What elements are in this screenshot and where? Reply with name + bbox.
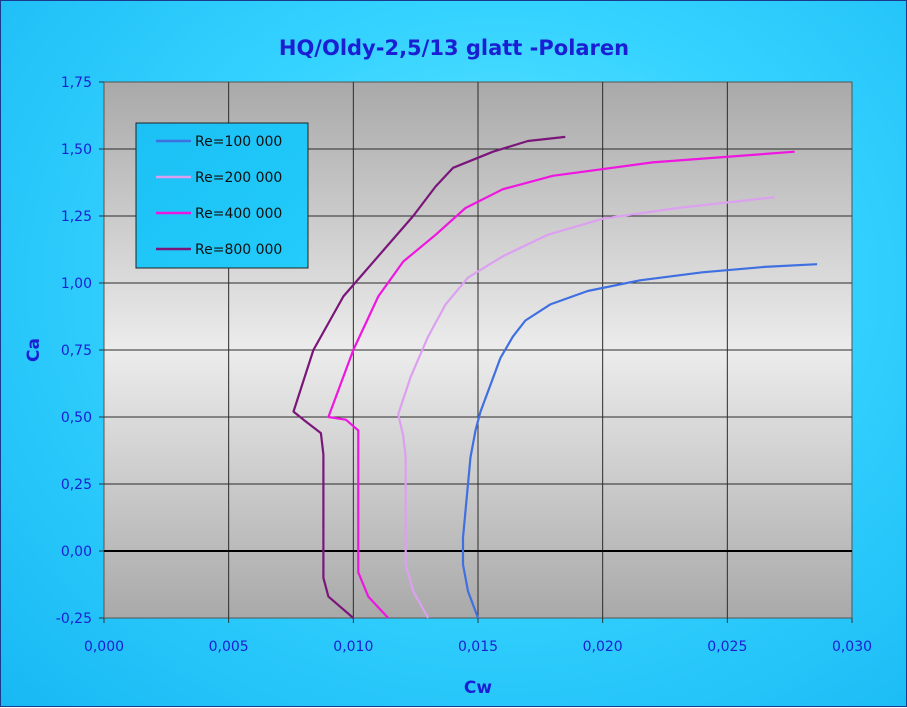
x-tick-label: 0,015 (458, 639, 498, 655)
y-tick-label: 0,25 (61, 477, 92, 493)
chart-title: HQ/Oldy-2,5/13 glatt -Polaren (279, 36, 629, 60)
x-tick-label: 0,010 (333, 639, 373, 655)
y-tick-label: 0,75 (61, 343, 92, 359)
legend-items: Re=100 000 Re=200 000 Re=400 000 Re=800 000 (156, 134, 282, 258)
y-tick-label: 0,00 (61, 544, 92, 560)
x-tick-label: 0,005 (209, 639, 249, 655)
legend-label: Re=400 000 (195, 206, 282, 222)
y-tick-label: 1,00 (61, 276, 92, 292)
x-tick-label: 0,020 (583, 639, 623, 655)
legend-label: Re=800 000 (195, 242, 282, 258)
series-line-4 (292, 135, 566, 619)
legend-box (135, 122, 309, 269)
tick-labels: 0,000 0,005 0,010 0,015 0,020 0,025 0,030 -0,25… (56, 75, 872, 655)
legend-label: Re=100 000 (195, 134, 282, 150)
y-tick-label: 0,50 (61, 410, 92, 426)
legend-label: Re=200 000 (195, 170, 282, 186)
x-tick-label: 0,000 (84, 639, 124, 655)
series-line-1 (461, 263, 818, 619)
y-tick-label: 1,75 (61, 75, 92, 91)
x-tick-label: 0,030 (832, 639, 872, 655)
x-tick-label: 0,025 (707, 639, 747, 655)
series-lines (292, 135, 818, 619)
x-axis-title: Cw (464, 678, 492, 698)
y-tick-label: 1,25 (61, 209, 92, 225)
series-line-3 (327, 150, 795, 619)
y-axis-title: Ca (24, 338, 44, 362)
y-tick-label: -0,25 (56, 611, 92, 627)
grid-lines (104, 82, 852, 618)
y-tick-label: 1,50 (61, 142, 92, 158)
legend: Re=100 000 Re=200 000 Re=400 000 Re=800 000 (135, 122, 309, 269)
series-line-2 (397, 196, 775, 619)
